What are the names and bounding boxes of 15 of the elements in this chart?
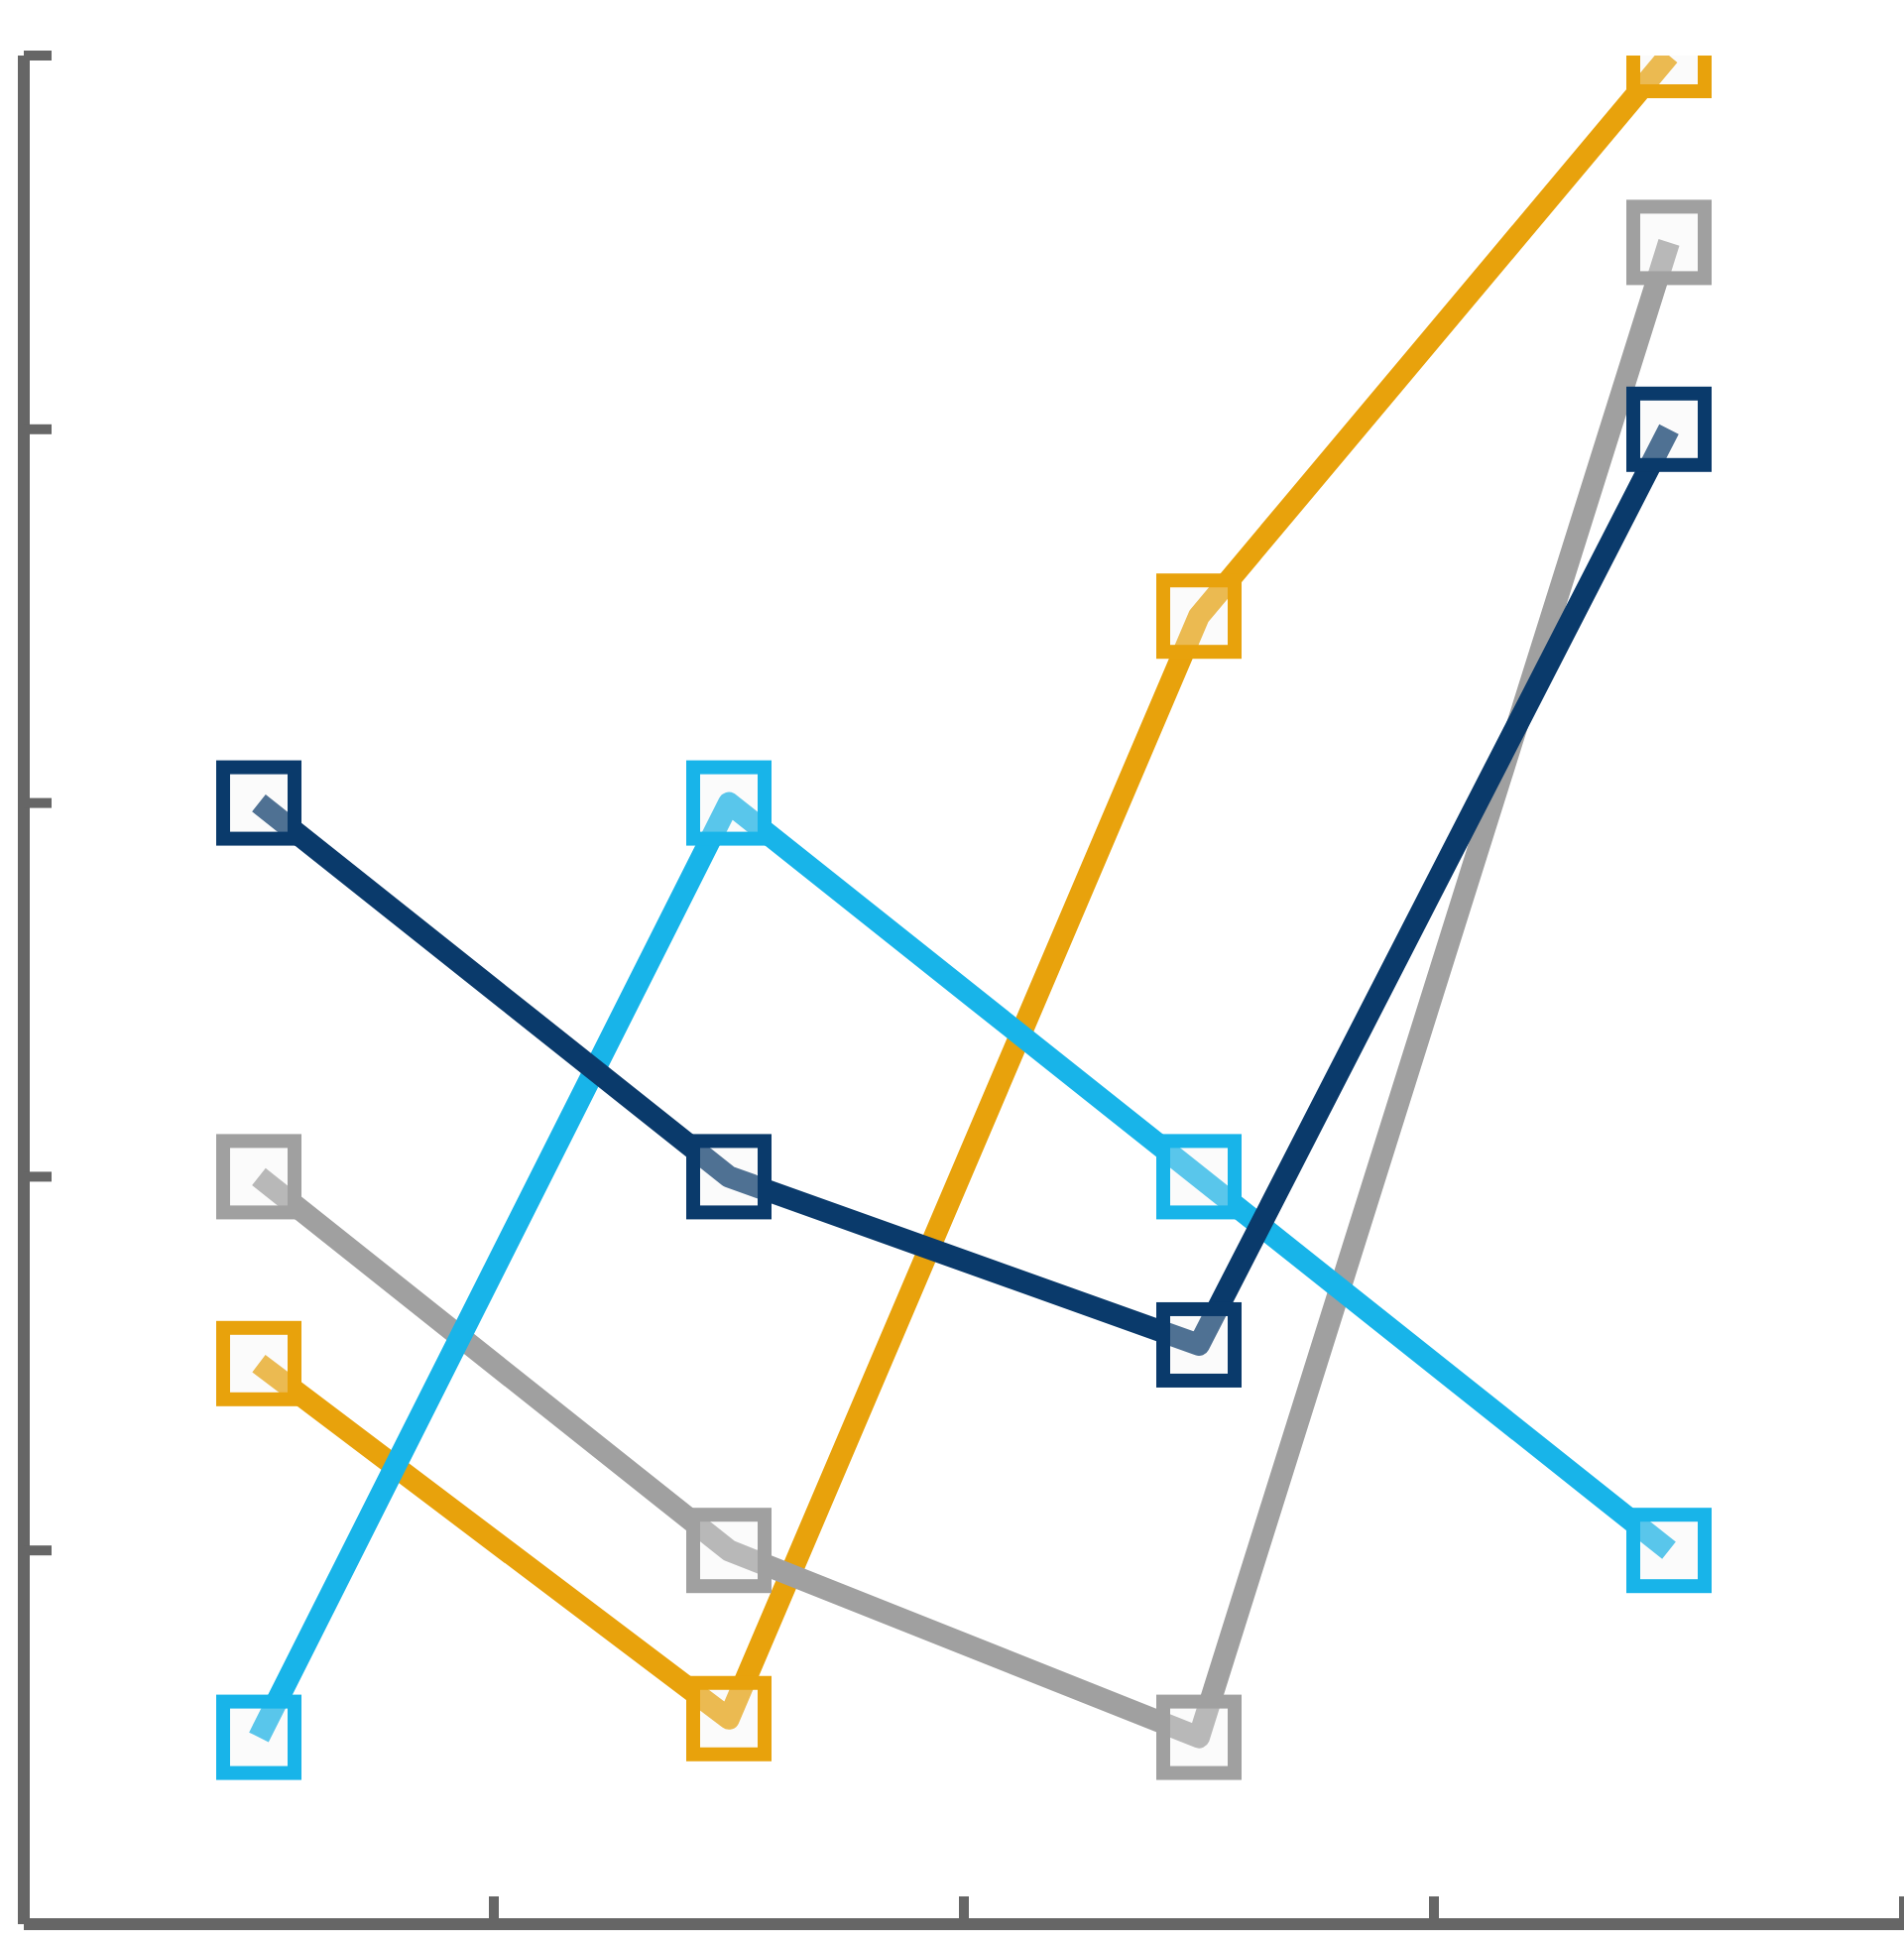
point: [686, 1675, 772, 1762]
point: [216, 1320, 301, 1406]
point: [686, 760, 772, 846]
point: [216, 760, 301, 846]
point: [686, 1134, 772, 1220]
point: [1626, 1508, 1712, 1594]
point: [216, 1694, 301, 1780]
point: [216, 1134, 301, 1220]
point: [1626, 199, 1712, 286]
point: [1156, 1134, 1242, 1220]
point: [686, 1508, 772, 1594]
point: [1156, 1301, 1242, 1388]
point: [1156, 573, 1242, 660]
point: [1156, 1694, 1242, 1780]
point: [1626, 386, 1712, 472]
